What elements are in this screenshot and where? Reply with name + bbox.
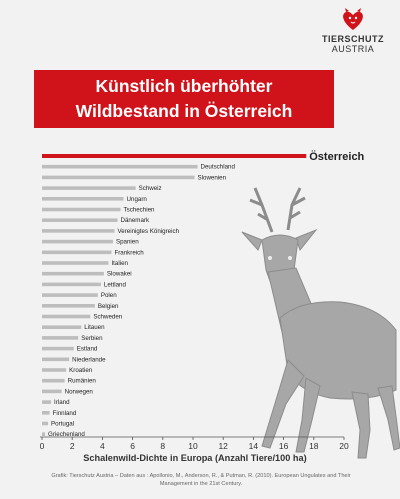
bar-13 — [42, 293, 98, 297]
bar-9 — [42, 250, 112, 255]
bar-22 — [42, 389, 62, 394]
bar-label-14: Belgien — [98, 303, 119, 310]
bar-10 — [42, 261, 109, 265]
x-tick-label-5: 10 — [188, 441, 198, 451]
x-tick-label-9: 18 — [309, 441, 319, 451]
x-axis-label: Schalenwild-Dichte in Europa (Anzahl Tie… — [83, 453, 306, 463]
x-tick-label-8: 16 — [279, 441, 289, 451]
x-tick-label-7: 14 — [249, 441, 259, 451]
bar-label-19: Niederlande — [72, 356, 106, 363]
bar-14 — [42, 304, 95, 308]
bar-label-20: Kroatien — [69, 367, 93, 374]
bar-15 — [42, 314, 91, 319]
logo: TIERSCHUTZ AUSTRIA — [312, 8, 394, 54]
bar-16 — [42, 325, 82, 329]
x-tick-label-1: 2 — [70, 441, 75, 451]
title-banner: Künstlich überhöhter Wildbestand in Öste… — [34, 70, 334, 128]
heart-cat-icon — [343, 8, 363, 31]
bar-18 — [42, 346, 74, 351]
bar-11 — [42, 271, 104, 276]
bar-8 — [42, 239, 113, 244]
bar-label-22: Norwegen — [65, 388, 94, 395]
bar-label-5: Tschechien — [124, 207, 156, 214]
bar-label-24: Finnland — [53, 410, 77, 417]
source-line1: Grafik: Tierschutz Austria – Daten aus :… — [51, 473, 351, 479]
x-tick-label-10: 20 — [339, 441, 349, 451]
title-line1: Künstlich überhöhter — [95, 76, 273, 96]
bar-7 — [42, 229, 115, 233]
bar-label-4: Ungarn — [127, 196, 148, 203]
bar-label-17: Serbien — [81, 335, 103, 342]
x-tick-label-4: 8 — [160, 441, 165, 451]
bar-24 — [42, 411, 50, 415]
bar-2 — [42, 175, 195, 180]
bar-3 — [42, 186, 136, 190]
bar-label-26: Griechenland — [48, 431, 85, 438]
bar-label-0: Österreich — [309, 150, 364, 163]
bar-26 — [42, 432, 46, 436]
bar-21 — [42, 378, 65, 383]
source-footer: Grafik: Tierschutz Austria – Daten aus :… — [8, 472, 394, 488]
bar-label-18: Estland — [77, 346, 98, 353]
bar-19 — [42, 357, 70, 362]
bar-5 — [42, 207, 121, 212]
bar-23 — [42, 400, 52, 404]
bar-17 — [42, 336, 79, 340]
bar-label-8: Spanien — [116, 239, 139, 246]
bar-label-10: Italien — [111, 260, 128, 267]
bar-label-2: Slowenien — [198, 174, 227, 181]
x-tick-label-3: 6 — [130, 441, 135, 451]
bar-1 — [42, 164, 198, 169]
bar-label-9: Frankreich — [114, 249, 144, 256]
bar-label-16: Litauen — [84, 324, 105, 331]
bar-0 — [42, 154, 307, 158]
bar-label-1: Deutschland — [201, 164, 236, 171]
bar-20 — [42, 368, 67, 372]
logo-line2: AUSTRIA — [331, 44, 375, 54]
logo-line1: TIERSCHUTZ — [322, 34, 384, 44]
bar-label-15: Schweden — [93, 314, 122, 321]
bar-label-6: Dänemark — [121, 217, 150, 224]
bar-label-12: Lettland — [104, 281, 127, 288]
bar-label-13: Polen — [101, 292, 117, 299]
title-line2: Wildbestand in Österreich — [75, 101, 293, 121]
bar-label-23: Irland — [54, 399, 70, 406]
bar-label-25: Portugal — [51, 421, 74, 428]
bar-label-3: Schweiz — [139, 185, 162, 192]
bar-label-21: Rumänien — [68, 378, 97, 385]
source-line2: Management in the 21st Century. — [159, 481, 243, 487]
bar-25 — [42, 421, 49, 426]
bar-label-11: Slowakei — [107, 271, 132, 278]
x-tick-label-6: 12 — [218, 441, 228, 451]
bar-4 — [42, 197, 124, 201]
bar-label-7: Vereinigtes Königreich — [117, 228, 179, 235]
x-tick-label-0: 0 — [40, 441, 45, 451]
bar-6 — [42, 218, 118, 222]
bar-12 — [42, 282, 101, 287]
x-tick-label-2: 4 — [100, 441, 105, 451]
